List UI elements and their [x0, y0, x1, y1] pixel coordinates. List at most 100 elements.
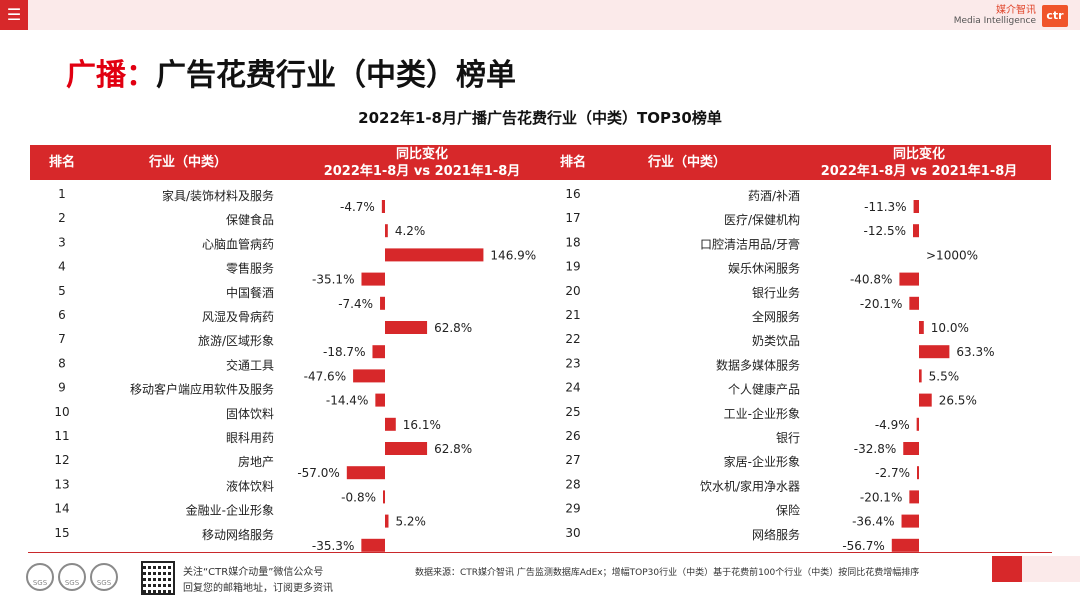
header-change-title: 同比变化 — [396, 146, 448, 162]
sgs-cert-icon: SGS — [90, 563, 118, 591]
bar — [903, 442, 919, 455]
value-label: -11.3% — [864, 200, 906, 214]
rank-label: 4 — [58, 260, 66, 274]
industry-label: 风湿及骨病药 — [202, 309, 274, 324]
value-label: 26.5% — [939, 394, 977, 408]
bar — [361, 538, 385, 552]
bar — [385, 248, 484, 262]
header-change-period: 2022年1-8月 vs 2021年1-8月 — [324, 163, 521, 179]
value-label: -20.1% — [860, 297, 902, 311]
table-header — [30, 145, 1051, 180]
rank-label: 3 — [58, 235, 66, 249]
value-label: -20.1% — [860, 490, 902, 504]
value-label: 63.3% — [956, 345, 994, 359]
value-label: 146.9% — [490, 248, 536, 262]
sgs-cert-icon: SGS — [58, 563, 86, 591]
industry-label: 个人健康产品 — [728, 382, 800, 397]
value-label: -12.5% — [864, 224, 906, 238]
value-label: 5.2% — [395, 515, 426, 529]
bar — [380, 296, 385, 310]
industry-label: 保健食品 — [226, 212, 274, 227]
value-label: -18.7% — [323, 345, 365, 359]
header-industry: 行业（中类） — [148, 154, 227, 170]
bar — [919, 321, 924, 334]
industry-label: 心脑血管病药 — [202, 236, 274, 251]
bar — [353, 369, 385, 383]
ctr-logo: ctr — [1042, 5, 1068, 27]
rank-label: 30 — [565, 526, 580, 540]
industry-label: 房地产 — [238, 454, 274, 469]
industry-label: 保险 — [776, 503, 800, 518]
industry-label: 移动网络服务 — [202, 527, 274, 542]
bar — [901, 514, 919, 528]
industry-label: 奶类饮品 — [752, 334, 800, 348]
qr-code-icon — [141, 561, 175, 595]
rank-label: 1 — [58, 187, 66, 201]
industry-label: 移动客户端应用软件及服务 — [130, 382, 274, 397]
value-label: 5.5% — [929, 369, 960, 383]
rank-label: 7 — [58, 332, 66, 346]
footer-accent-block — [992, 556, 1022, 582]
industry-label: 药酒/补酒 — [748, 189, 800, 203]
bar — [372, 345, 385, 359]
value-label: -57.0% — [297, 466, 339, 480]
header-change-title: 同比变化 — [893, 146, 945, 162]
chart-title: 2022年1-8月广播广告花费行业（中类）TOP30榜单 — [358, 109, 722, 127]
bar — [383, 490, 385, 504]
bar — [909, 490, 919, 504]
top-bar: ☰ 媒介智讯 Media Intelligence ctr — [0, 0, 1080, 30]
value-label: -4.7% — [340, 200, 375, 214]
rank-label: 8 — [58, 356, 66, 370]
rank-label: 20 — [565, 284, 580, 298]
menu-icon[interactable]: ☰ — [0, 0, 28, 30]
industry-label: 娱乐休闲服务 — [728, 261, 800, 276]
bar — [909, 296, 919, 310]
bar — [375, 393, 385, 407]
bar — [919, 393, 932, 407]
follow-line-1: 关注“CTR媒介动量”微信公众号 — [183, 567, 324, 578]
value-label: -47.6% — [304, 369, 346, 383]
rank-label: 18 — [565, 235, 580, 249]
value-label: 16.1% — [403, 418, 441, 432]
value-label: -14.4% — [326, 394, 368, 408]
rank-label: 29 — [565, 502, 580, 516]
rank-label: 2 — [58, 211, 66, 225]
industry-label: 口腔清洁用品/牙膏 — [700, 236, 800, 251]
bar — [385, 442, 428, 455]
rank-label: 13 — [54, 477, 69, 491]
header-change-period: 2022年1-8月 vs 2021年1-8月 — [821, 163, 1018, 179]
rank-label: 27 — [565, 453, 580, 467]
industry-label: 网络服务 — [752, 527, 800, 542]
bar — [346, 466, 385, 480]
value-label: >1000% — [926, 248, 978, 262]
brand-cn: 媒介智讯 — [996, 5, 1036, 16]
value-label: -4.9% — [875, 418, 910, 432]
rank-label: 15 — [54, 526, 69, 540]
industry-label: 家具/装饰材料及服务 — [162, 188, 274, 203]
value-label: -32.8% — [854, 442, 896, 456]
industry-label: 家居-企业形象 — [724, 454, 800, 469]
bar — [919, 345, 950, 359]
bar — [385, 514, 389, 528]
bar — [385, 417, 396, 431]
data-source: 数据来源：CTR媒介智讯 广告监测数据库AdEx；增幅TOP30行业（中类）基于… — [415, 568, 920, 578]
follow-text: 关注“CTR媒介动量”微信公众号 回复您的邮箱地址，订阅更多资讯 — [183, 565, 333, 597]
industry-label: 银行业务 — [752, 285, 800, 300]
bar — [919, 369, 922, 383]
industry-label: 银行 — [776, 431, 800, 445]
bar — [913, 224, 919, 238]
value-label: -0.8% — [341, 490, 376, 504]
bar — [899, 272, 919, 286]
page-title-prefix: 广播： — [66, 58, 156, 93]
industry-label: 旅游/区域形象 — [198, 334, 274, 348]
value-label: -35.1% — [312, 273, 354, 287]
value-label: 62.8% — [434, 442, 472, 456]
rank-label: 17 — [565, 211, 580, 225]
rank-label: 28 — [565, 477, 580, 491]
value-label: -40.8% — [850, 273, 892, 287]
rank-label: 23 — [565, 356, 580, 370]
value-label: 10.0% — [931, 321, 969, 335]
rank-label: 24 — [565, 381, 580, 395]
bar — [891, 538, 919, 552]
